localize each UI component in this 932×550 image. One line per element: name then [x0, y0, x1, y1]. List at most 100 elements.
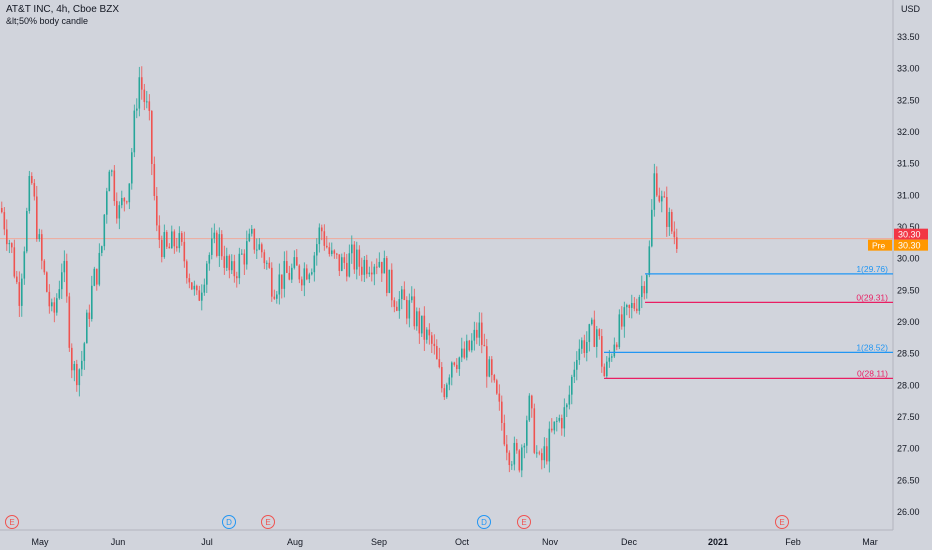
candle-body — [71, 347, 73, 371]
earnings-marker[interactable]: E — [261, 515, 275, 529]
candle-body — [91, 285, 93, 319]
candle-body — [243, 253, 246, 265]
pre-price-tag — [894, 239, 928, 251]
candle-body — [586, 341, 588, 353]
candle-body — [578, 348, 581, 361]
currency-label: USD — [901, 4, 921, 14]
candle-body — [78, 369, 81, 386]
candle-body — [176, 246, 178, 249]
candle-body — [246, 241, 248, 265]
last-price-label: 30.30 — [898, 230, 921, 240]
dividend-marker[interactable]: D — [222, 515, 236, 529]
candle-body — [196, 285, 198, 291]
earnings-marker[interactable]: E — [517, 515, 531, 529]
candle-body — [38, 234, 41, 240]
candle-body — [613, 344, 616, 357]
x-tick-label: Mar — [862, 537, 878, 547]
candle-body — [281, 274, 283, 289]
candle-body — [288, 272, 291, 280]
candle-body — [88, 312, 91, 319]
y-tick-label: 31.00 — [897, 190, 920, 200]
candle-body — [248, 233, 251, 242]
candle-body — [136, 108, 138, 111]
candle-body — [473, 329, 476, 341]
candle-body — [438, 359, 441, 368]
event-label: D — [481, 518, 487, 527]
candle-body — [536, 452, 538, 454]
y-tick-label: 31.50 — [897, 159, 920, 169]
candle-body — [268, 262, 271, 268]
level-label: 0(28.11) — [857, 368, 888, 378]
candle-body — [338, 254, 341, 271]
candle-body — [233, 261, 236, 277]
candle-body — [66, 260, 68, 297]
event-label: E — [9, 518, 14, 527]
candle-body — [313, 255, 316, 273]
y-tick-label: 33.50 — [897, 32, 920, 42]
candle-body — [138, 77, 141, 109]
candle-body — [671, 212, 673, 232]
candle-body — [221, 234, 223, 257]
candle-body — [431, 335, 433, 344]
pre-tag — [868, 239, 892, 251]
event-label: E — [265, 518, 270, 527]
earnings-marker[interactable]: E — [5, 515, 19, 529]
dividend-marker[interactable]: D — [477, 515, 491, 529]
candle-body — [331, 250, 333, 255]
y-tick-label: 32.00 — [897, 127, 920, 137]
earnings-marker[interactable]: E — [775, 515, 789, 529]
candle-body — [466, 340, 468, 358]
candle-body — [581, 340, 583, 349]
candle-body — [363, 259, 366, 275]
x-axis[interactable]: May Jun Jul Aug Sep Oct Nov Dec 2021 Feb Mar — [0, 529, 893, 547]
candle-body — [266, 262, 268, 264]
candle-body — [86, 312, 88, 344]
candle-body — [96, 268, 98, 285]
candle-body — [463, 348, 466, 358]
pre-price-label: 30.30 — [898, 241, 921, 251]
candle-body — [178, 233, 181, 249]
candle-body — [36, 196, 38, 240]
level-label: 1(29.76) — [856, 264, 888, 274]
y-tick-label: 30.50 — [897, 222, 920, 232]
candle-body — [666, 197, 668, 227]
candle-body — [481, 322, 483, 345]
candle-body — [11, 243, 13, 248]
candle-body — [483, 344, 486, 347]
y-tick-label: 28.00 — [897, 380, 920, 390]
candle-body — [158, 225, 161, 240]
candle-body — [308, 274, 311, 280]
candle-body — [201, 292, 203, 301]
candle-body — [13, 247, 16, 277]
candle-body — [658, 195, 661, 202]
x-tick-label: Oct — [455, 537, 470, 547]
candles[interactable] — [1, 66, 678, 478]
candle-body — [216, 232, 218, 256]
x-tick-label: Jul — [201, 537, 213, 547]
candle-body — [121, 197, 123, 206]
candle-body — [3, 212, 6, 230]
candle-body — [428, 329, 431, 336]
candle-body — [236, 276, 238, 279]
candle-body — [631, 303, 633, 308]
candle-body — [523, 445, 526, 448]
candle-body — [506, 444, 508, 453]
candle-body — [303, 268, 306, 286]
candle-body — [478, 322, 481, 338]
candle-body — [451, 362, 453, 378]
candle-body — [403, 289, 406, 300]
candle-body — [133, 110, 136, 153]
level-lines[interactable]: 1(29.76) 0(29.31) 1(28.52) 0(28.11) — [604, 264, 893, 379]
indicator-name: &lt;50% body candle — [6, 16, 89, 26]
candle-body — [386, 258, 388, 293]
candle-body — [461, 348, 463, 358]
candle-body — [46, 272, 48, 292]
candle-body — [16, 276, 18, 283]
y-tick-label: 26.50 — [897, 475, 920, 485]
y-axis[interactable]: USD33.5033.0032.5032.0031.5031.0030.5030… — [892, 0, 921, 530]
event-label: E — [521, 518, 526, 527]
candle-body — [21, 278, 23, 306]
